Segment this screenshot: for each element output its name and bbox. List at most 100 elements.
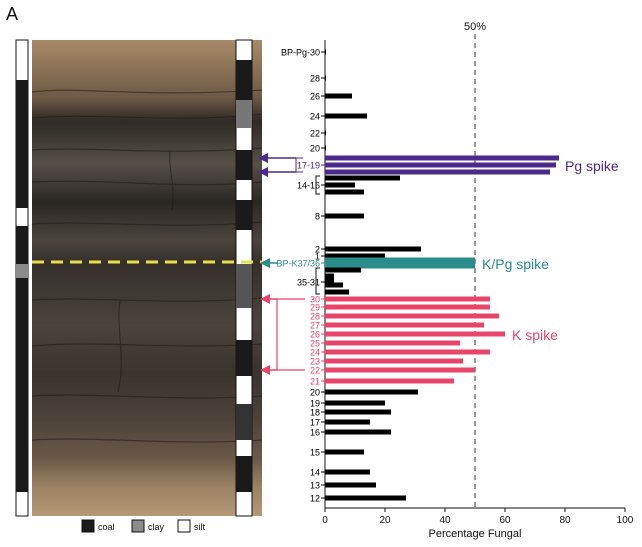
y-tick-label: 22 xyxy=(310,129,320,139)
y-tick-label: BP-K37/36 xyxy=(276,259,320,269)
y-tick-label: 19 xyxy=(310,399,320,409)
y-tick-label: 14 xyxy=(310,468,320,478)
bar-pg xyxy=(325,162,556,168)
y-tick-label: 15 xyxy=(310,448,320,458)
x-tick-label: 80 xyxy=(559,515,571,526)
legend-label-clay: clay xyxy=(148,522,165,532)
bar-k xyxy=(325,349,490,355)
x-axis-title: Percentage Fungal xyxy=(429,528,522,540)
bar-k xyxy=(325,331,505,337)
chart-axes: 0 20 40 60 80 100 Percentage Fungal 50% xyxy=(322,21,634,540)
bracket-14-16 xyxy=(315,175,320,195)
pg-arrowhead-lower xyxy=(258,167,268,177)
bar-k xyxy=(325,358,463,364)
y-tick-label: 26 xyxy=(310,330,320,340)
bar-default xyxy=(325,182,355,188)
y-tick-label: 29 xyxy=(310,303,320,313)
scale-bar xyxy=(235,39,253,517)
legend-label-silt: silt xyxy=(194,522,205,532)
bar-default xyxy=(325,75,326,81)
bar-default xyxy=(325,429,391,435)
y-tick-label: 26 xyxy=(310,92,320,102)
reference-line-label: 50% xyxy=(464,21,486,33)
y-tick-label: 35-31 xyxy=(297,278,320,288)
bar-default xyxy=(325,113,367,119)
lithology-column-left xyxy=(15,39,29,517)
bar-default xyxy=(325,273,334,279)
y-tick-label: 25 xyxy=(310,339,320,349)
bar-default xyxy=(325,409,391,415)
y-tick-label: 1 xyxy=(315,252,320,262)
bar-default xyxy=(325,389,418,395)
k-arrowhead-upper xyxy=(260,294,270,304)
bracket-17-19 xyxy=(295,157,303,173)
x-tick-label: 100 xyxy=(617,515,634,526)
chart-tick-labels: BP-Pg-30282624222017-1914-16821BP-K37/36… xyxy=(276,48,325,504)
bar-default xyxy=(325,130,326,136)
bracket-35-31 xyxy=(315,267,320,295)
panel-label: A xyxy=(6,4,19,24)
x-tick-label: 60 xyxy=(499,515,511,526)
bar-default xyxy=(325,495,406,501)
y-tick-label: 18 xyxy=(310,408,320,418)
bar-k xyxy=(325,304,490,310)
pg-arrowhead-upper xyxy=(258,153,268,163)
legend-label-coal: coal xyxy=(98,522,115,532)
bar-default xyxy=(325,267,361,273)
x-tick-label: 20 xyxy=(379,515,391,526)
y-tick-label: 16 xyxy=(310,428,320,438)
chart-annotations: Pg spike K/Pg spike K spike xyxy=(258,153,619,375)
bar-k xyxy=(325,296,490,302)
bar-default xyxy=(325,419,370,425)
bar-default xyxy=(325,253,385,259)
bar-default xyxy=(325,469,370,475)
annotation-k-spike: K spike xyxy=(512,327,558,343)
bar-default xyxy=(325,482,376,488)
bar-default xyxy=(325,93,352,99)
y-tick-label: 28 xyxy=(310,312,320,322)
y-tick-label: 14-16 xyxy=(297,181,320,191)
k-arrowhead-lower xyxy=(260,365,270,375)
y-tick-label: 21 xyxy=(310,377,320,387)
y-tick-label: 12 xyxy=(310,494,320,504)
bar-default xyxy=(325,49,326,55)
k-bracket xyxy=(276,298,305,371)
y-tick-label: 24 xyxy=(310,348,320,358)
y-tick-label: 28 xyxy=(310,74,320,84)
chart-bars xyxy=(325,49,559,501)
legend-swatch-clay xyxy=(131,519,145,533)
y-tick-label: 17 xyxy=(310,418,320,428)
y-tick-label: 2 xyxy=(315,245,320,255)
y-tick-label: 8 xyxy=(315,212,320,222)
legend-swatch-coal xyxy=(81,519,95,533)
bar-k xyxy=(325,378,454,384)
bar-default xyxy=(325,175,400,181)
bar-k xyxy=(325,322,484,328)
x-tick-label: 0 xyxy=(322,515,328,526)
bar-default xyxy=(325,145,326,151)
y-tick-label: 13 xyxy=(310,481,320,491)
y-tick-label: 20 xyxy=(310,388,320,398)
bar-kpg xyxy=(325,257,475,269)
bar-default xyxy=(325,400,385,406)
bar-pg xyxy=(325,155,559,161)
bar-default xyxy=(325,189,364,195)
bar-k xyxy=(325,367,475,373)
outcrop-photo xyxy=(31,40,263,516)
bar-default xyxy=(325,449,364,455)
legend-swatch-silt xyxy=(177,519,191,533)
bar-default xyxy=(325,277,334,283)
y-tick-label: 23 xyxy=(310,357,320,367)
bar-default xyxy=(325,289,349,295)
bar-k xyxy=(325,313,499,319)
y-tick-label: 24 xyxy=(310,112,320,122)
x-tick-label: 40 xyxy=(439,515,451,526)
bar-default xyxy=(325,213,364,219)
annotation-pg-spike: Pg spike xyxy=(565,158,619,174)
y-tick-label: 20 xyxy=(310,144,320,154)
annotation-kpg-spike: K/Pg spike xyxy=(482,256,549,272)
y-tick-label: 22 xyxy=(310,366,320,376)
kpg-arrowhead xyxy=(260,258,270,268)
y-tick-label: 17-19 xyxy=(297,161,320,171)
